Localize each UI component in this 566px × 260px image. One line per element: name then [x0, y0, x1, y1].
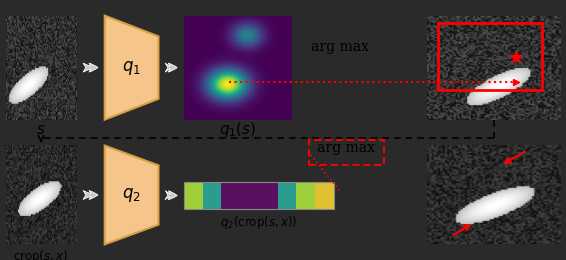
- Text: $q_1$: $q_1$: [122, 58, 141, 77]
- Bar: [221, 182, 240, 209]
- Bar: [184, 182, 203, 209]
- Bar: [278, 182, 297, 209]
- Text: $\mathrm{crop}(s,x)$: $\mathrm{crop}(s,x)$: [14, 248, 68, 260]
- Text: $q_1(s)$: $q_1(s)$: [219, 120, 256, 139]
- Bar: [184, 182, 334, 209]
- Text: $q_2$: $q_2$: [122, 186, 141, 204]
- Polygon shape: [105, 16, 158, 120]
- Bar: [315, 182, 334, 209]
- Bar: [259, 182, 278, 209]
- Bar: [297, 182, 315, 209]
- Bar: [438, 23, 542, 90]
- Text: arg max: arg max: [318, 141, 375, 155]
- Polygon shape: [105, 146, 158, 244]
- Text: $q_2(\mathrm{crop}(s,x))$: $q_2(\mathrm{crop}(s,x))$: [220, 214, 298, 231]
- Bar: [309, 140, 384, 165]
- Text: arg max: arg max: [311, 40, 368, 54]
- Bar: [240, 182, 259, 209]
- Bar: [203, 182, 221, 209]
- Text: $s$: $s$: [36, 123, 46, 137]
